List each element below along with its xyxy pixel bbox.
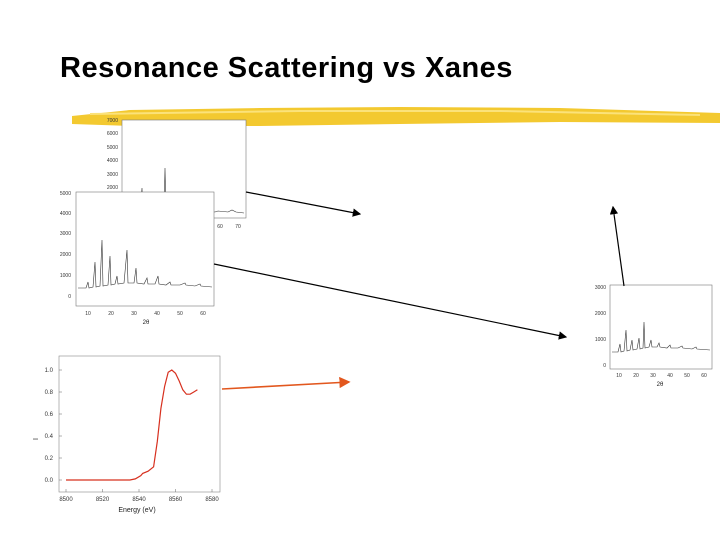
arrow-right-up — [609, 205, 625, 287]
xrd-mid-ytick: 5000 — [60, 191, 71, 197]
xrd-top-ytick: 2000 — [107, 185, 118, 191]
xrd-right-xtick: 20 — [633, 373, 639, 379]
xrd-right-xticks: 10 20 30 40 50 60 — [616, 373, 707, 379]
xrd-mid-ytick: 0 — [68, 294, 71, 300]
xrd-right-xtick: 50 — [684, 373, 690, 379]
xrd-top-ytick: 7000 — [107, 118, 118, 124]
xanes-xticks: 8500 8520 8540 8560 8580 — [59, 489, 219, 503]
xrd-mid-yticks: 5000 4000 3000 2000 1000 0 — [60, 191, 71, 300]
xrd-mid-ytick: 2000 — [60, 252, 71, 258]
xrd-top-xtick: 70 — [235, 224, 241, 230]
xrd-mid-xlabel: 2θ — [143, 320, 150, 326]
xrd-right-ytick: 3000 — [595, 285, 606, 291]
xrd-mid-xtick: 40 — [154, 311, 160, 317]
xrd-right-ytick: 2000 — [595, 311, 606, 317]
xanes-ytick: 0.2 — [45, 456, 54, 462]
xrd-plot-mid: 5000 4000 3000 2000 1000 0 10 20 30 40 5… — [60, 191, 215, 326]
xrd-right-xtick: 40 — [667, 373, 673, 379]
xrd-right-xtick: 60 — [701, 373, 707, 379]
xrd-mid-ytick: 3000 — [60, 231, 71, 237]
xrd-top-ytick: 3000 — [107, 172, 118, 178]
xrd-mid-xtick: 30 — [131, 311, 137, 317]
xrd-right-ytick: 1000 — [595, 337, 606, 343]
xanes-ylabel: I — [33, 438, 40, 440]
xrd-right-xtick: 30 — [650, 373, 656, 379]
xrd-mid-xtick: 20 — [108, 311, 114, 317]
xanes-xtick: 8520 — [96, 497, 110, 503]
xanes-xtick: 8560 — [169, 497, 183, 503]
xrd-mid-xtick: 60 — [200, 311, 206, 317]
xanes-xtick: 8540 — [132, 497, 146, 503]
xanes-ytick: 0.0 — [45, 478, 54, 484]
xrd-right-xtick: 10 — [616, 373, 622, 379]
xrd-right-yticks: 3000 2000 1000 0 — [595, 285, 606, 369]
xrd-top-ytick: 4000 — [107, 158, 118, 164]
xanes-ytick: 1.0 — [45, 368, 54, 374]
xanes-ytick: 0.4 — [45, 434, 54, 440]
title-underline-highlight — [89, 110, 701, 116]
xrd-mid-trace — [78, 239, 213, 289]
xrd-plot-right: 3000 2000 1000 0 10 20 30 40 50 60 2θ — [595, 284, 713, 388]
xanes-ytick: 0.6 — [45, 412, 54, 418]
xanes-xlabel: Energy (eV) — [118, 507, 155, 514]
xrd-mid-xticks: 10 20 30 40 50 60 — [85, 311, 206, 317]
xrd-right-xlabel: 2θ — [657, 382, 664, 388]
arrow-top-to-center — [245, 191, 362, 217]
xanes-series-line — [66, 369, 198, 481]
arrow-mid-to-right — [213, 263, 568, 340]
xrd-mid-xtick: 50 — [177, 311, 183, 317]
xanes-ytick: 0.8 — [45, 390, 54, 396]
xrd-top-ytick: 6000 — [107, 131, 118, 137]
xanes-xtick: 8580 — [205, 497, 219, 503]
xrd-mid-ytick: 1000 — [60, 273, 71, 279]
xrd-mid-ytick: 4000 — [60, 211, 71, 217]
arrow-xanes-orange — [221, 376, 351, 390]
xanes-xtick: 8500 — [59, 497, 73, 503]
slide-title: Resonance Scattering vs Xanes — [60, 52, 513, 84]
xrd-top-xtick: 60 — [217, 224, 223, 230]
xanes-plot: 0.00.20.40.60.81.0 8500 8520 8540 8560 8580 … — [33, 355, 221, 514]
xrd-mid-xtick: 10 — [85, 311, 91, 317]
xrd-right-trace — [612, 321, 711, 353]
xrd-top-ytick: 5000 — [107, 145, 118, 151]
xrd-right-ytick: 0 — [603, 363, 606, 369]
xanes-yticks: 0.0 0.2 0.4 0.6 0.8 1.0 — [45, 368, 62, 484]
